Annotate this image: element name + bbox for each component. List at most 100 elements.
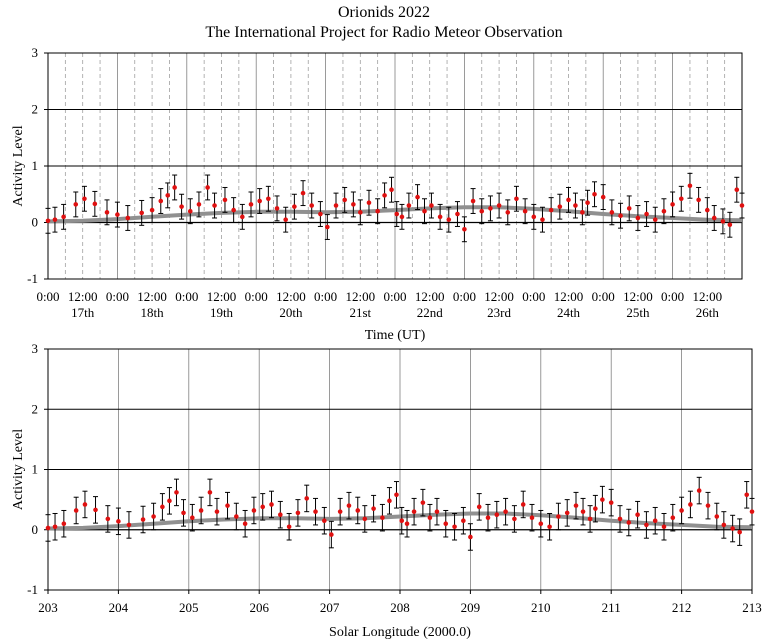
data-point: [730, 526, 735, 531]
data-point: [149, 207, 155, 213]
data-point: [573, 503, 579, 508]
data-point: [382, 193, 387, 198]
data-point: [462, 226, 467, 232]
data-point: [73, 202, 79, 207]
y-tick-label: 0: [32, 522, 39, 537]
data-point: [529, 515, 535, 520]
data-point: [313, 509, 318, 514]
data-point: [205, 185, 210, 190]
data-point: [399, 518, 405, 524]
data-point: [309, 203, 315, 208]
data-point: [248, 202, 254, 207]
data-point: [749, 509, 755, 514]
data-point: [222, 197, 228, 203]
data-point: [45, 525, 51, 531]
data-point: [455, 211, 460, 217]
day-label: 26th: [696, 305, 720, 320]
data-point: [300, 190, 306, 196]
data-point: [587, 516, 593, 522]
data-point: [503, 509, 508, 514]
data-point: [251, 508, 257, 513]
data-point: [488, 206, 493, 211]
data-point: [415, 194, 420, 200]
data-point: [479, 208, 485, 214]
data-point: [355, 508, 361, 513]
data-point: [547, 524, 552, 530]
data-point: [304, 496, 310, 501]
x-tick-label: 0:00: [661, 289, 684, 304]
data-point: [207, 490, 213, 495]
data-point: [172, 185, 177, 190]
data-point: [389, 187, 394, 193]
data-point: [470, 198, 476, 204]
x-tick-label: 0:00: [245, 289, 268, 304]
day-label: 22nd: [417, 305, 444, 320]
average-curve: [47, 205, 743, 224]
x-tick-label: 0:00: [314, 289, 337, 304]
data-point: [705, 503, 711, 508]
day-label: 21st: [349, 305, 371, 320]
data-point: [661, 524, 667, 530]
data-point: [269, 502, 274, 507]
data-point: [540, 217, 545, 222]
data-point: [531, 214, 537, 220]
data-point: [92, 201, 98, 207]
data-point: [644, 211, 649, 217]
data-point: [52, 524, 58, 530]
data-point: [548, 207, 554, 213]
x-tick-label: 12:00: [345, 289, 375, 304]
data-point: [468, 534, 473, 540]
data-point: [429, 203, 434, 208]
data-point: [61, 214, 66, 220]
data-point: [679, 508, 684, 513]
data-point: [556, 514, 561, 519]
x-tick-label: 12:00: [137, 289, 167, 304]
data-point: [212, 203, 217, 208]
data-point: [322, 518, 327, 524]
data-point: [160, 504, 165, 510]
data-point: [678, 196, 684, 202]
data-point: [566, 197, 571, 203]
data-point: [394, 211, 400, 217]
data-point: [179, 204, 184, 209]
x-tick-label: 205: [179, 600, 199, 615]
data-point: [609, 210, 615, 215]
y-tick-label: -1: [27, 271, 38, 286]
y-tick-label: 1: [32, 462, 39, 477]
data-point: [608, 500, 614, 505]
x-tick-label: 12:00: [484, 289, 514, 304]
y-tick-label: 2: [32, 102, 39, 117]
data-point: [505, 210, 511, 215]
data-point: [342, 197, 347, 203]
day-label: 17th: [71, 305, 95, 320]
data-point: [190, 515, 195, 520]
day-label: 19th: [210, 305, 234, 320]
data-point: [434, 509, 440, 514]
data-point: [711, 215, 717, 221]
data-point: [617, 516, 623, 522]
data-point: [411, 509, 417, 514]
data-point: [214, 509, 220, 514]
y-tick-label: 0: [32, 215, 39, 230]
data-point: [231, 207, 236, 213]
day-label: 20th: [279, 305, 303, 320]
data-point: [593, 506, 598, 511]
data-point: [358, 210, 363, 215]
data-point: [366, 200, 372, 206]
data-point: [520, 502, 526, 507]
x-tick-label: 0:00: [36, 289, 59, 304]
x-tick-label: 0:00: [175, 289, 198, 304]
data-point: [362, 516, 368, 522]
data-point: [727, 222, 733, 228]
data-point: [329, 532, 334, 537]
data-point: [151, 514, 156, 519]
data-point: [635, 512, 640, 517]
data-point: [600, 194, 606, 200]
data-point: [443, 521, 449, 527]
data-point: [721, 522, 727, 528]
data-point: [234, 514, 239, 519]
data-point: [461, 518, 466, 524]
data-point: [661, 208, 667, 214]
x-tick-label: 0:00: [522, 289, 545, 304]
